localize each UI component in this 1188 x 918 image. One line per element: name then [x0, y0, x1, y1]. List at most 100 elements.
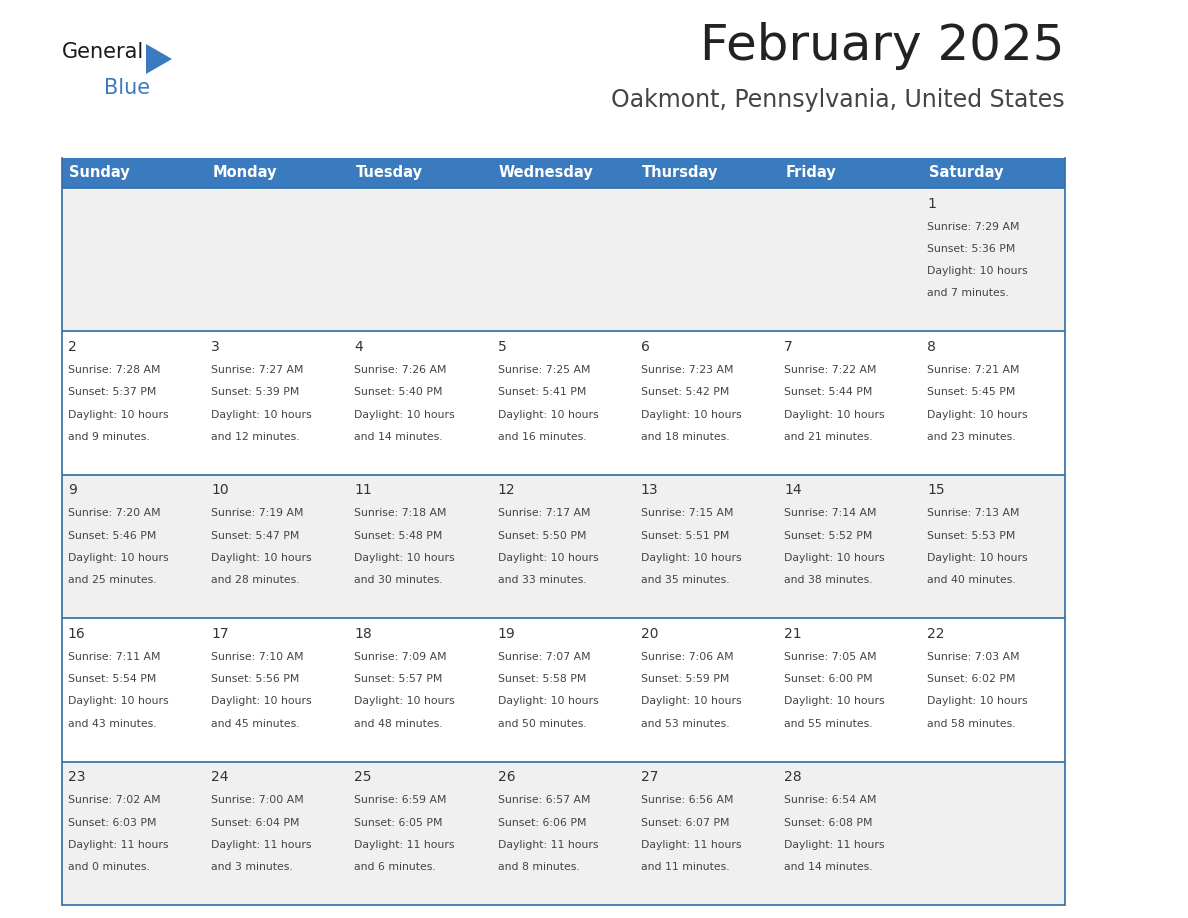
- Text: and 43 minutes.: and 43 minutes.: [68, 719, 157, 729]
- Text: 24: 24: [211, 770, 228, 784]
- Text: Sunrise: 7:26 AM: Sunrise: 7:26 AM: [354, 365, 447, 375]
- Text: Sunrise: 6:59 AM: Sunrise: 6:59 AM: [354, 795, 447, 805]
- Text: 25: 25: [354, 770, 372, 784]
- Text: 9: 9: [68, 484, 76, 498]
- Bar: [778, 188, 922, 331]
- Text: and 35 minutes.: and 35 minutes.: [640, 576, 729, 585]
- Text: Sunset: 5:53 PM: Sunset: 5:53 PM: [928, 531, 1016, 541]
- Bar: [348, 475, 492, 618]
- Text: and 33 minutes.: and 33 minutes.: [498, 576, 586, 585]
- Text: Tuesday: Tuesday: [355, 165, 423, 181]
- Text: Sunrise: 7:05 AM: Sunrise: 7:05 AM: [784, 652, 877, 662]
- Text: Daylight: 10 hours: Daylight: 10 hours: [640, 697, 741, 706]
- Bar: [206, 475, 348, 618]
- Bar: [922, 762, 1064, 905]
- Text: and 7 minutes.: and 7 minutes.: [928, 288, 1009, 298]
- Text: Sunset: 6:07 PM: Sunset: 6:07 PM: [640, 818, 729, 827]
- Text: Sunset: 5:52 PM: Sunset: 5:52 PM: [784, 531, 872, 541]
- Text: 16: 16: [68, 627, 86, 641]
- Text: Daylight: 10 hours: Daylight: 10 hours: [498, 697, 599, 706]
- Text: and 14 minutes.: and 14 minutes.: [784, 862, 873, 872]
- Text: 7: 7: [784, 340, 792, 354]
- Text: General: General: [62, 42, 144, 62]
- Polygon shape: [146, 44, 172, 74]
- Text: Daylight: 11 hours: Daylight: 11 hours: [640, 840, 741, 850]
- Text: and 18 minutes.: and 18 minutes.: [640, 431, 729, 442]
- Text: Sunset: 5:44 PM: Sunset: 5:44 PM: [784, 387, 872, 397]
- Text: Daylight: 10 hours: Daylight: 10 hours: [784, 409, 885, 420]
- Bar: [922, 158, 1064, 188]
- Text: 17: 17: [211, 627, 228, 641]
- Text: 6: 6: [640, 340, 650, 354]
- Text: Daylight: 10 hours: Daylight: 10 hours: [498, 553, 599, 563]
- Bar: [636, 331, 778, 475]
- Text: Sunday: Sunday: [69, 165, 129, 181]
- Bar: [348, 618, 492, 762]
- Text: Daylight: 10 hours: Daylight: 10 hours: [211, 697, 311, 706]
- Text: Sunrise: 7:13 AM: Sunrise: 7:13 AM: [928, 509, 1020, 519]
- Bar: [62, 158, 206, 188]
- Bar: [636, 475, 778, 618]
- Bar: [492, 475, 636, 618]
- Text: Blue: Blue: [105, 78, 150, 98]
- Text: and 9 minutes.: and 9 minutes.: [68, 431, 150, 442]
- Text: Sunrise: 7:20 AM: Sunrise: 7:20 AM: [68, 509, 160, 519]
- Text: Sunrise: 7:28 AM: Sunrise: 7:28 AM: [68, 365, 160, 375]
- Text: Sunset: 5:47 PM: Sunset: 5:47 PM: [211, 531, 299, 541]
- Text: Sunset: 6:08 PM: Sunset: 6:08 PM: [784, 818, 873, 827]
- Bar: [62, 331, 206, 475]
- Bar: [348, 762, 492, 905]
- Text: 19: 19: [498, 627, 516, 641]
- Text: 13: 13: [640, 484, 658, 498]
- Text: Daylight: 10 hours: Daylight: 10 hours: [640, 409, 741, 420]
- Bar: [348, 158, 492, 188]
- Text: Sunrise: 7:09 AM: Sunrise: 7:09 AM: [354, 652, 447, 662]
- Text: Sunset: 5:45 PM: Sunset: 5:45 PM: [928, 387, 1016, 397]
- Text: Sunrise: 7:27 AM: Sunrise: 7:27 AM: [211, 365, 303, 375]
- Text: Sunset: 6:04 PM: Sunset: 6:04 PM: [211, 818, 299, 827]
- Text: 15: 15: [928, 484, 946, 498]
- Bar: [62, 188, 206, 331]
- Text: Sunrise: 7:03 AM: Sunrise: 7:03 AM: [928, 652, 1020, 662]
- Text: Sunrise: 7:14 AM: Sunrise: 7:14 AM: [784, 509, 877, 519]
- Bar: [778, 331, 922, 475]
- Text: Sunset: 5:40 PM: Sunset: 5:40 PM: [354, 387, 443, 397]
- Text: Sunset: 5:57 PM: Sunset: 5:57 PM: [354, 674, 443, 684]
- Text: Daylight: 10 hours: Daylight: 10 hours: [68, 553, 169, 563]
- Bar: [206, 158, 348, 188]
- Text: Daylight: 10 hours: Daylight: 10 hours: [211, 409, 311, 420]
- Text: Sunrise: 7:23 AM: Sunrise: 7:23 AM: [640, 365, 733, 375]
- Bar: [206, 762, 348, 905]
- Text: Sunset: 5:51 PM: Sunset: 5:51 PM: [640, 531, 729, 541]
- Text: 12: 12: [498, 484, 516, 498]
- Text: and 14 minutes.: and 14 minutes.: [354, 431, 443, 442]
- Text: Sunset: 6:05 PM: Sunset: 6:05 PM: [354, 818, 443, 827]
- Bar: [492, 762, 636, 905]
- Bar: [206, 618, 348, 762]
- Text: 10: 10: [211, 484, 228, 498]
- Bar: [62, 475, 206, 618]
- Text: February 2025: February 2025: [701, 22, 1064, 70]
- Text: Daylight: 10 hours: Daylight: 10 hours: [498, 409, 599, 420]
- Text: Sunrise: 7:10 AM: Sunrise: 7:10 AM: [211, 652, 304, 662]
- Bar: [206, 188, 348, 331]
- Bar: [636, 618, 778, 762]
- Text: Sunset: 5:48 PM: Sunset: 5:48 PM: [354, 531, 443, 541]
- Bar: [62, 618, 206, 762]
- Text: and 6 minutes.: and 6 minutes.: [354, 862, 436, 872]
- Text: Sunrise: 6:57 AM: Sunrise: 6:57 AM: [498, 795, 590, 805]
- Text: and 38 minutes.: and 38 minutes.: [784, 576, 873, 585]
- Text: and 58 minutes.: and 58 minutes.: [928, 719, 1016, 729]
- Text: and 21 minutes.: and 21 minutes.: [784, 431, 873, 442]
- Text: Sunset: 5:36 PM: Sunset: 5:36 PM: [928, 244, 1016, 254]
- Text: and 12 minutes.: and 12 minutes.: [211, 431, 299, 442]
- Text: Sunrise: 7:06 AM: Sunrise: 7:06 AM: [640, 652, 733, 662]
- Text: Monday: Monday: [213, 165, 277, 181]
- Text: and 40 minutes.: and 40 minutes.: [928, 576, 1016, 585]
- Text: Daylight: 11 hours: Daylight: 11 hours: [68, 840, 169, 850]
- Bar: [922, 618, 1064, 762]
- Text: Sunset: 5:41 PM: Sunset: 5:41 PM: [498, 387, 586, 397]
- Text: Daylight: 11 hours: Daylight: 11 hours: [498, 840, 598, 850]
- Text: Sunrise: 7:15 AM: Sunrise: 7:15 AM: [640, 509, 733, 519]
- Text: Daylight: 10 hours: Daylight: 10 hours: [784, 553, 885, 563]
